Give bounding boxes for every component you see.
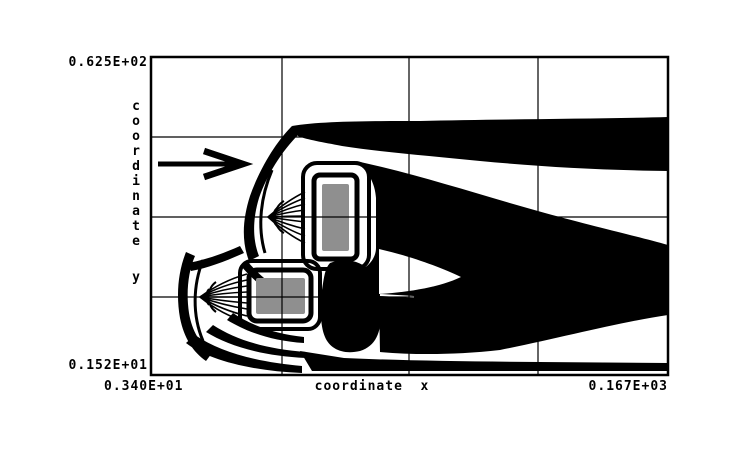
- inner-contour-arcs: [193, 169, 274, 342]
- obstacle-lower: [238, 259, 322, 331]
- contour-bands: [178, 117, 668, 373]
- y-axis-title-suffix: y: [132, 270, 140, 285]
- x-axis-max-label: 0.167E+03: [588, 379, 668, 394]
- plot-border: [149, 55, 670, 377]
- grid-lines: [151, 57, 668, 375]
- y-axis-max-label: 0.625E+02: [68, 55, 148, 70]
- y-axis-min-label: 0.152E+01: [68, 358, 148, 373]
- x-axis-title: coordinate x: [314, 379, 430, 394]
- obstacle-upper: [301, 161, 371, 271]
- y-axis-title: coordinate: [132, 99, 140, 249]
- x-axis-min-label: 0.340E+01: [104, 379, 184, 394]
- flow-arrow-icon: [158, 147, 254, 181]
